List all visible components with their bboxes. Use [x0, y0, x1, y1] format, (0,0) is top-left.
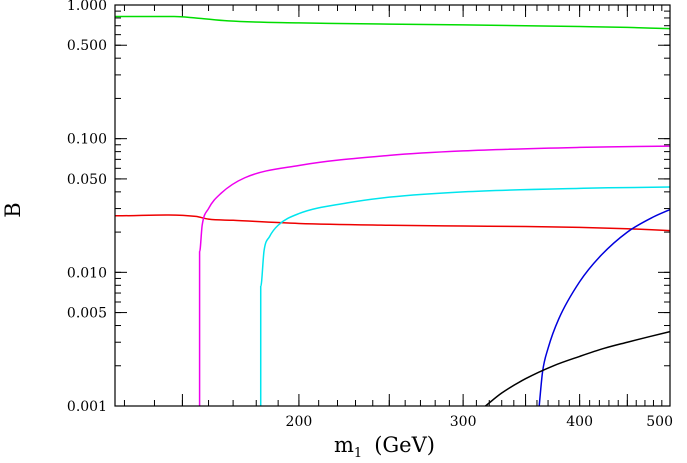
series-line-1 [115, 15, 671, 30]
x-tick-label: 400 [566, 414, 593, 430]
plot-frame [114, 4, 671, 407]
series-line-6 [484, 330, 671, 407]
series-line-3 [198, 145, 671, 406]
series-line-5 [538, 208, 671, 407]
x-tick-label: 200 [286, 414, 313, 430]
x-axis-label-unit: (GeV) [374, 433, 435, 457]
y-tick-label: 0.005 [67, 306, 107, 322]
minor-ticks [115, 5, 671, 407]
y-tick-label: 0.010 [67, 265, 107, 281]
x-axis-label-var: m [334, 433, 354, 457]
y-axis-label: B [1, 202, 25, 217]
series-line-2 [114, 214, 671, 232]
y-tick-label: 1.000 [67, 0, 107, 14]
series-group [114, 15, 671, 407]
tick-labels: 0.001 0.005 0.010 0.050 0.100 0.500 1.000 200 30… [67, 0, 673, 430]
major-ticks [115, 4, 671, 407]
y-tick-label: 0.500 [67, 38, 107, 54]
x-axis-label-sub: 1 [354, 446, 362, 461]
y-tick-label: 0.100 [67, 132, 107, 148]
y-tick-label: 0.001 [67, 399, 107, 415]
x-tick-label: 500 [646, 414, 673, 430]
x-axis-label: m1 (GeV) [334, 433, 435, 461]
x-tick-label: 300 [450, 414, 477, 430]
y-tick-label: 0.050 [67, 172, 107, 188]
series-line-4 [259, 186, 671, 406]
